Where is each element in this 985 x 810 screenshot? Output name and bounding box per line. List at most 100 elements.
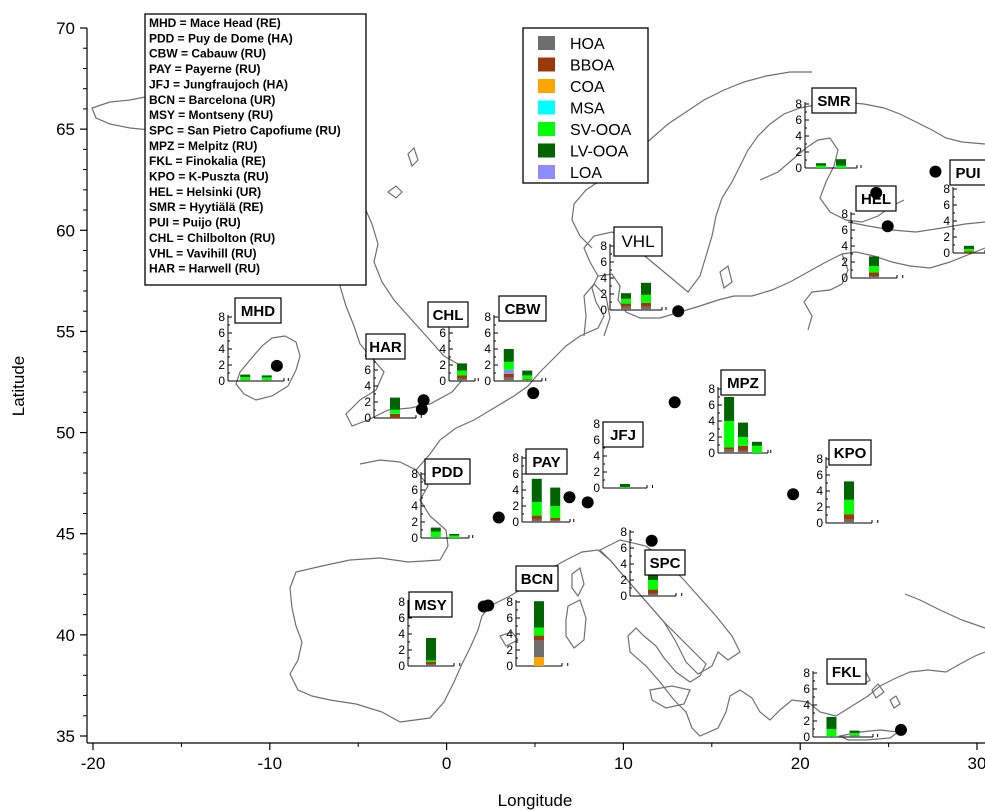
- site-key-entry: HEL = Helsinki (UR): [149, 185, 261, 199]
- site-marker: [881, 220, 894, 233]
- bar-segment-lv-ooa: [836, 159, 846, 166]
- site-mhd: 0 2 4 6 8 MHD: [218, 297, 289, 388]
- mini-y-tick-label: 0: [841, 271, 848, 285]
- mini-y-tick-label: 4: [943, 214, 950, 228]
- site-label-box: [613, 226, 663, 257]
- coastline-gulf-finland: [847, 221, 985, 233]
- site-marker: [492, 511, 505, 524]
- bar-segment-lv-ooa: [531, 478, 542, 502]
- mini-y-tick-label: 4: [795, 129, 802, 143]
- site-marker: [672, 305, 685, 318]
- site-label-box: [427, 301, 469, 328]
- coastline-corsica: [571, 566, 585, 598]
- site-har: 02468HAR: [364, 333, 430, 425]
- coastline-bothnia: [759, 137, 905, 223]
- mini-y-tick-label: 2: [411, 515, 418, 529]
- bar-segment-lv-ooa: [620, 484, 630, 488]
- component-legend: HOA BBOA COA MSA SV-OOA LV-OOA LOA: [522, 27, 649, 184]
- site-key-box: MHD = Mace Head (RE)PDD = Puy de Dome (H…: [144, 13, 367, 286]
- site-label-box: [644, 549, 686, 576]
- bar-segment-hoa: [503, 377, 514, 381]
- site-hel: 0 2 4 6 8 HEL: [841, 185, 904, 285]
- site-marker: [563, 491, 576, 504]
- bar-segment-lv-ooa: [641, 282, 651, 295]
- mini-y-tick-label: 4: [600, 271, 607, 285]
- bar-segment-bboa: [641, 302, 651, 307]
- site-label-box: [525, 448, 568, 475]
- bar-segment-lv-ooa: [621, 293, 631, 299]
- bar-segment-bboa: [426, 662, 436, 665]
- mini-y-tick-label: 6: [803, 682, 810, 696]
- bar-segment-lv-ooa: [503, 349, 514, 362]
- site-marker: [417, 394, 430, 407]
- mini-y-tick-label: 4: [398, 627, 405, 641]
- site-label: KPO: [834, 445, 867, 462]
- mini-y-tick-label: 2: [506, 643, 513, 657]
- mini-y-tick-label: 8: [816, 452, 823, 466]
- site-key-entry: PUI = Puijo (RU): [149, 216, 241, 230]
- x-tick-group: -20 -10 0 10 20 30: [81, 743, 985, 773]
- site-key-entry: CBW = Cabauw (RU): [149, 47, 266, 61]
- mini-y-tick-label: 2: [620, 573, 627, 587]
- bar-segment-sv-ooa: [503, 361, 514, 370]
- mini-y-tick-label: 6: [364, 363, 371, 377]
- site-label: JFJ: [610, 427, 636, 444]
- mini-y-tick-label: 8: [484, 310, 491, 324]
- site-label: MSY: [414, 597, 447, 614]
- x-tick-label: 10: [614, 754, 633, 773]
- bar-segment-hoa: [550, 520, 561, 522]
- site-marker: [482, 599, 495, 612]
- bar-segment-bboa: [503, 373, 514, 378]
- bar-segment-bboa: [869, 272, 879, 277]
- bar-segment-sv-ooa: [844, 499, 854, 515]
- site-vhl: 0 2 4 6 8 VHL: [600, 226, 685, 318]
- site-marker: [270, 359, 283, 372]
- bar-segment-lv-ooa: [869, 256, 879, 266]
- site-kpo: 0 2 4 6 8 KPO: [787, 439, 879, 530]
- mini-y-tick-label: 4: [841, 239, 848, 253]
- mini-y-tick-label: 0: [943, 246, 950, 260]
- site-label: HAR: [369, 339, 402, 356]
- legend-swatch: [538, 143, 555, 158]
- site-key-entry: JFJ = Jungfraujoch (HA): [149, 77, 288, 91]
- site-key-frame: [144, 13, 367, 286]
- bar-segment-sv-ooa: [849, 733, 860, 736]
- mini-y-tick-label: 6: [841, 223, 848, 237]
- bar-segment-lv-ooa: [816, 163, 826, 166]
- mini-y-tick-label: 6: [593, 433, 600, 447]
- bar-segment-bboa: [724, 447, 735, 450]
- site-marker: [668, 396, 681, 409]
- legend-swatch: [538, 57, 555, 72]
- bar-segment-hoa: [457, 378, 467, 381]
- site-key-entry: HAR = Harwell (RU): [149, 262, 260, 276]
- bar-segment-lv-ooa: [844, 481, 854, 500]
- site-marker: [929, 165, 942, 178]
- mini-y-tick-label: 4: [816, 484, 823, 498]
- legend-label: MSA: [570, 101, 605, 118]
- mini-y-tick-label: 6: [816, 468, 823, 482]
- coastline-crete: [838, 729, 900, 741]
- mini-y-tick-label: 0: [795, 161, 802, 175]
- site-bcn: 0 2 4 6 8 BCN: [477, 565, 569, 673]
- site-mpz: 0 2 4 6 8 MPZ: [668, 369, 772, 460]
- mini-y-tick-label: 8: [593, 417, 600, 431]
- mini-y-tick-label: 0: [218, 374, 225, 388]
- legend-label: SV-OOA: [570, 122, 632, 139]
- bar-segment-sv-ooa: [648, 580, 658, 590]
- mini-y-tick-label: 0: [803, 730, 810, 744]
- bar-segment-sv-ooa: [522, 375, 533, 380]
- coastline-gotland: [719, 264, 733, 290]
- mini-y-tick-label: 6: [506, 611, 513, 625]
- site-label: FKL: [832, 664, 861, 681]
- coastline-denmark: [583, 283, 611, 337]
- bar-segment-hoa: [724, 449, 735, 453]
- site-msy: 0 2 4 6 8 MSY: [398, 591, 495, 673]
- bar-segment-bboa: [534, 635, 544, 641]
- site-key-entry: BCN = Barcelona (UR): [149, 93, 275, 107]
- mini-y-tick-label: 2: [841, 255, 848, 269]
- mini-y-tick-label: 6: [218, 326, 225, 340]
- mini-y-tick-label: 0: [411, 531, 418, 545]
- mini-y-tick-label: 4: [620, 557, 627, 571]
- legend-swatch: [538, 100, 555, 115]
